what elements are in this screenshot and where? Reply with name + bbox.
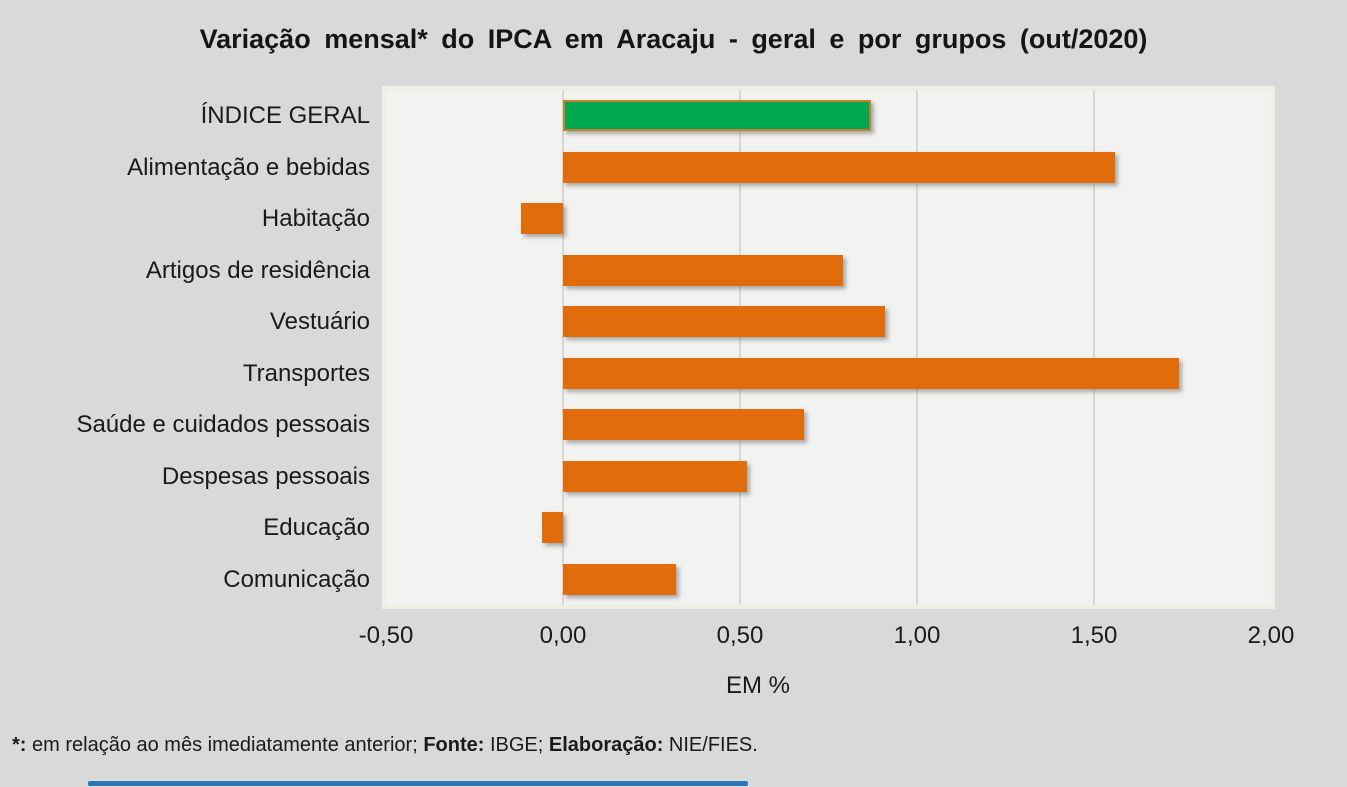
bar <box>563 409 804 441</box>
x-tick-label: 1,00 <box>893 622 941 649</box>
bar <box>541 512 563 544</box>
category-label: Vestuário <box>269 308 370 335</box>
x-tick-label: 1,50 <box>1070 622 1118 649</box>
gridline <box>562 90 564 605</box>
category-label: ÍNDICE GERAL <box>200 102 370 129</box>
gridline <box>916 90 918 605</box>
category-label: Educação <box>263 514 370 541</box>
x-tick-label: 2,00 <box>1247 622 1295 649</box>
bar <box>520 203 563 235</box>
footnote-elaboracao-label: Elaboração: <box>548 734 664 756</box>
gridline <box>739 90 741 605</box>
category-label: Artigos de residência <box>145 256 370 284</box>
x-tick-label: 0,00 <box>539 622 587 649</box>
bar <box>563 151 1116 183</box>
category-label: Saúde e cuidados pessoais <box>76 411 370 438</box>
category-label: Despesas pessoais <box>161 462 370 490</box>
bottom-scrollbar[interactable] <box>88 781 748 786</box>
footnote: *: em relação ao mês imediatamente anter… <box>12 734 758 757</box>
bar <box>563 357 1179 389</box>
gridline <box>1093 90 1095 605</box>
x-tick-label: -0,50 <box>358 622 414 649</box>
bar <box>563 563 677 595</box>
bar <box>563 306 886 338</box>
footnote-fonte-label: Fonte: <box>423 734 485 756</box>
category-label: Habitação <box>261 205 370 232</box>
footnote-asterisk-label: *: <box>12 734 27 756</box>
bar <box>563 254 843 286</box>
bar <box>563 460 748 492</box>
x-axis-title: EM % <box>725 672 790 699</box>
x-tick-label: 0,50 <box>716 622 764 649</box>
category-label: Transportes <box>242 359 370 387</box>
category-label: Comunicação <box>223 565 370 593</box>
chart-title: Variação mensal* do IPCA em Aracaju - ge… <box>199 24 1148 54</box>
footnote-text-1: em relação ao mês imediatamente anterior… <box>26 734 424 756</box>
footnote-text-2: IBGE; <box>484 734 549 756</box>
footnote-text-3: NIE/FIES. <box>663 734 758 756</box>
plot-panel <box>382 86 1275 609</box>
category-label: Alimentação e bebidas <box>127 153 370 181</box>
bar-indice-geral <box>563 100 871 132</box>
